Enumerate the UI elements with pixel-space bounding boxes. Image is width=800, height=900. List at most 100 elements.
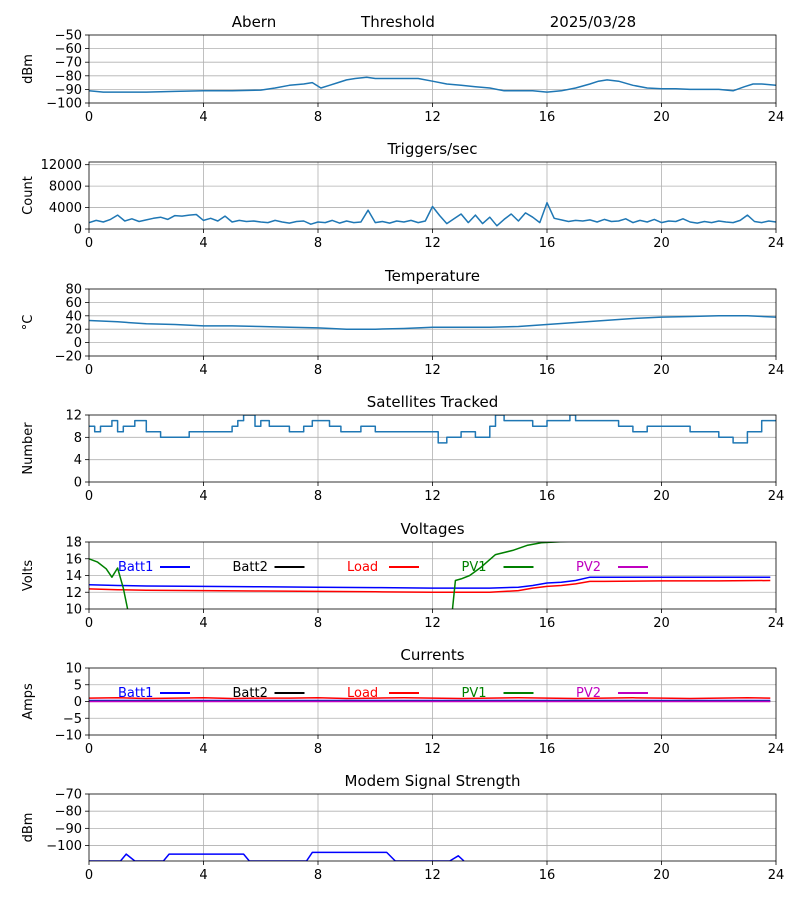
legend-label-batt1: Batt1	[118, 560, 153, 575]
series-group	[89, 851, 465, 861]
y-tick-label: 8	[74, 431, 82, 446]
x-tick-label: 20	[653, 489, 670, 504]
y-axis-label: Amps	[21, 683, 36, 720]
legend-label-pv1: PV1	[462, 686, 487, 701]
y-axis-label: Count	[21, 176, 36, 215]
series-line-batt1	[89, 576, 771, 589]
series-line-signal-0	[89, 76, 776, 93]
series-line-pv1	[89, 542, 570, 609]
y-axis-label: dBm	[21, 54, 36, 84]
y-tick-label: 20	[65, 323, 82, 338]
y-tick-label: −10	[55, 729, 82, 744]
x-tick-label: 16	[539, 742, 556, 757]
y-tick-label: 5	[74, 678, 82, 693]
y-tick-label: −50	[55, 29, 82, 44]
series-group	[89, 542, 771, 609]
x-tick-label: 8	[314, 742, 322, 757]
y-tick-label: 12	[65, 409, 82, 424]
y-tick-label: −60	[55, 42, 82, 57]
x-tick-label: 8	[314, 363, 322, 378]
x-tick-label: 16	[539, 363, 556, 378]
chart-satellites: 0 4 8 12 16 20 24 0 4 8 12 Satellites Tracked Number	[21, 393, 784, 504]
y-tick-label: 80	[65, 283, 82, 298]
series-line-load	[89, 697, 771, 700]
y-tick-label: −100	[46, 97, 82, 112]
y-axis-label: Number	[21, 422, 36, 475]
x-tick-label: 12	[424, 489, 441, 504]
x-tick-label: 12	[424, 236, 441, 251]
x-tick-label: 12	[424, 742, 441, 757]
x-tick-label: 24	[768, 489, 785, 504]
x-tick-label: 4	[199, 868, 207, 883]
y-tick-label: −80	[55, 69, 82, 84]
x-tick-label: 8	[314, 868, 322, 883]
x-tick-label: 4	[199, 236, 207, 251]
y-tick-label: 14	[65, 569, 82, 584]
x-tick-label: 0	[85, 489, 93, 504]
series-line-modem-0	[89, 851, 465, 861]
x-tick-label: 16	[539, 616, 556, 631]
x-tick-label: 16	[539, 110, 556, 125]
x-tick-label: 8	[314, 489, 322, 504]
x-tick-label: 24	[768, 363, 785, 378]
y-tick-label: 16	[65, 552, 82, 567]
chart-title: Modem Signal Strength	[345, 772, 521, 790]
chart-modem: 0 4 8 12 16 20 24 −100 −90 −80 −70 Modem Signal Str…	[21, 772, 784, 883]
y-tick-label: 0	[74, 476, 82, 491]
y-axis-label: Volts	[21, 560, 36, 592]
legend-label-pv1: PV1	[462, 560, 487, 575]
y-tick-label: 0	[74, 223, 82, 238]
x-tick-label: 20	[653, 868, 670, 883]
series-line-satellites-0	[89, 415, 776, 444]
chart-title: Currents	[400, 646, 464, 664]
y-tick-label: −90	[55, 83, 82, 98]
series-line-triggers-0	[89, 201, 776, 227]
header-threshold: Threshold	[360, 13, 435, 31]
series-group	[89, 76, 776, 93]
y-tick-label: −70	[55, 788, 82, 803]
x-tick-label: 4	[199, 616, 207, 631]
x-tick-label: 20	[653, 742, 670, 757]
series-group	[89, 201, 776, 227]
x-tick-label: 20	[653, 236, 670, 251]
y-tick-label: −100	[46, 839, 82, 854]
x-tick-label: 0	[85, 616, 93, 631]
x-tick-label: 0	[85, 110, 93, 125]
chart-signal: 0 4 8 12 16 20 24 −100−90−80−70−60−50 dBm	[21, 29, 784, 126]
x-tick-label: 20	[653, 363, 670, 378]
x-tick-label: 16	[539, 489, 556, 504]
y-tick-label: −70	[55, 56, 82, 71]
legend-label-batt1: Batt1	[118, 686, 153, 701]
x-tick-label: 24	[768, 616, 785, 631]
x-tick-label: 8	[314, 110, 322, 125]
x-tick-label: 12	[424, 363, 441, 378]
y-tick-label: −90	[55, 822, 82, 837]
x-tick-label: 16	[539, 868, 556, 883]
legend-label-batt2: Batt2	[233, 560, 268, 575]
y-axis-label: dBm	[21, 813, 36, 843]
y-tick-label: −20	[55, 350, 82, 365]
x-tick-label: 0	[85, 868, 93, 883]
x-tick-label: 24	[768, 868, 785, 883]
x-tick-label: 20	[653, 110, 670, 125]
y-tick-label: 8000	[49, 180, 82, 195]
header-station: Abern	[232, 13, 276, 31]
x-tick-label: 24	[768, 110, 785, 125]
x-tick-label: 4	[199, 742, 207, 757]
x-tick-label: 16	[539, 236, 556, 251]
legend-label-load: Load	[347, 560, 378, 575]
y-tick-label: 40	[65, 309, 82, 324]
y-tick-label: 4	[74, 453, 82, 468]
x-tick-label: 4	[199, 110, 207, 125]
x-tick-label: 24	[768, 742, 785, 757]
x-tick-label: 8	[314, 616, 322, 631]
series-line-load	[89, 579, 771, 594]
x-tick-label: 4	[199, 363, 207, 378]
y-tick-label: 12	[65, 586, 82, 601]
legend-label-pv2: PV2	[576, 686, 601, 701]
